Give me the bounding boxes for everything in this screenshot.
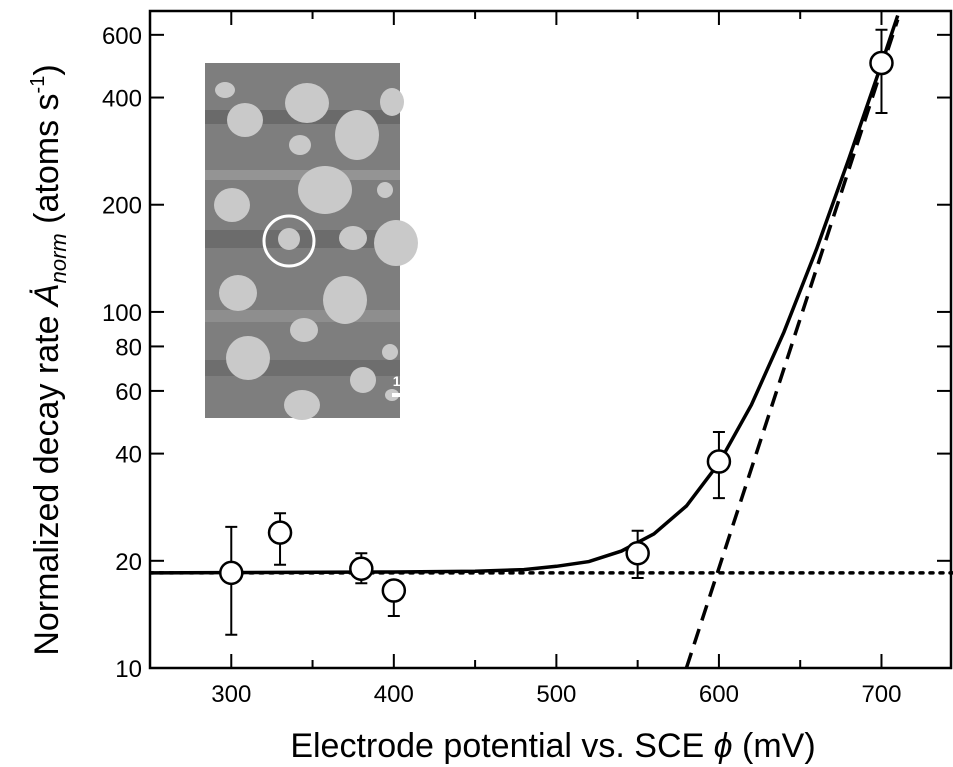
x-tick-label: 400 [374, 681, 414, 708]
x-axis-label: Electrode potential vs. SCE ϕ (mV) [290, 727, 815, 765]
y-tick-label: 600 [102, 23, 142, 50]
data-point [870, 52, 892, 74]
y-label-text: Normalized decay rate [28, 306, 66, 656]
y-tick-label: 40 [115, 442, 142, 469]
x-label-text: Electrode potential vs. SCE [290, 727, 713, 765]
x-tick-label: 700 [861, 681, 901, 708]
inset-image: 10 nm [205, 63, 438, 420]
y-tick-label: 200 [102, 193, 142, 220]
data-point [350, 558, 372, 580]
y-label-unit: (atoms s [28, 93, 66, 233]
data-point [708, 451, 730, 473]
y-tick-label: 80 [115, 334, 142, 361]
data-point [383, 580, 405, 602]
y-label-subscript: norm [46, 233, 71, 283]
x-label-symbol: ϕ [714, 727, 733, 765]
page: {"chart_data": { "type": "scatter", "x_l… [0, 0, 953, 767]
y-tick-label: 10 [115, 656, 142, 683]
scale-bar-label: 10 nm [393, 373, 433, 389]
y-axis-label: Normalized decay rate Ȧnorm (atoms s-1) [27, 64, 71, 655]
x-tick-label: 300 [211, 681, 251, 708]
y-label-superscript: -1 [27, 76, 49, 94]
data-point [627, 542, 649, 564]
y-tick-label: 60 [115, 379, 142, 406]
data-point [269, 522, 291, 544]
y-tick-label: 20 [115, 549, 142, 576]
fit-curve-dashed [686, 20, 897, 668]
chart: 10 nm Electrode potential vs. SCE ϕ (mV)… [0, 0, 953, 767]
x-label-unit: (mV) [733, 727, 816, 765]
y-label-symbol: Ȧ [28, 283, 66, 308]
y-tick-label: 100 [102, 300, 142, 327]
y-label-close: ) [28, 64, 66, 75]
data-point [220, 562, 242, 584]
x-tick-label: 600 [699, 681, 739, 708]
y-tick-label: 400 [102, 86, 142, 113]
x-tick-label: 500 [536, 681, 576, 708]
